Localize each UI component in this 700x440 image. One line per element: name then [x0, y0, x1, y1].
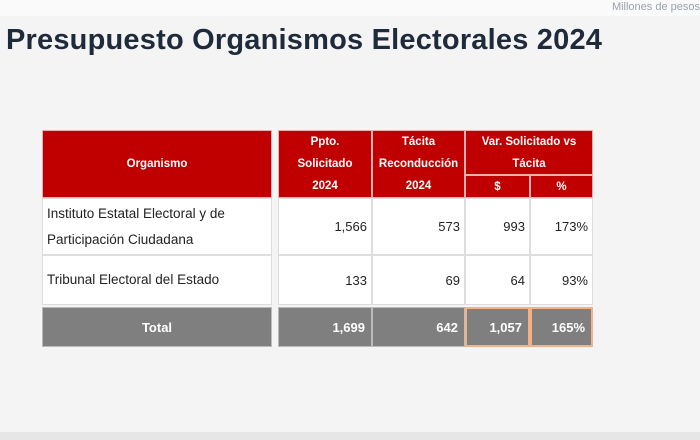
cell: 69: [372, 255, 465, 305]
header-cell: Var. Solicitado vs Tácita: [465, 130, 593, 175]
total-cell: 642: [372, 307, 465, 347]
total-cell: 165%: [530, 307, 593, 347]
header-cell: Organismo: [42, 130, 272, 198]
bottom-strip: [0, 432, 700, 440]
header-cell: Ppto. Solicitado 2024: [278, 130, 372, 198]
cell: 573: [372, 198, 465, 255]
cell: 173%: [530, 198, 593, 255]
row-label: Instituto Estatal Electoral y de Partici…: [42, 198, 272, 255]
cell: 1,566: [278, 198, 372, 255]
total-label: Total: [42, 307, 272, 347]
subheader-cell: $: [465, 175, 530, 198]
total-cell: 1,057: [465, 307, 530, 347]
header-cell: Tácita Reconducción 2024: [372, 130, 465, 198]
cell: 93%: [530, 255, 593, 305]
cell: 993: [465, 198, 530, 255]
subheader-cell: %: [530, 175, 593, 198]
cell: 133: [278, 255, 372, 305]
units-note: Millones de pesos: [611, 1, 700, 13]
row-label: Tribunal Electoral del Estado: [42, 255, 272, 305]
title: Presupuesto Organismos Electorales 2024: [6, 24, 603, 56]
top-strip: [0, 0, 700, 16]
cell: 64: [465, 255, 530, 305]
total-cell: 1,699: [278, 307, 372, 347]
